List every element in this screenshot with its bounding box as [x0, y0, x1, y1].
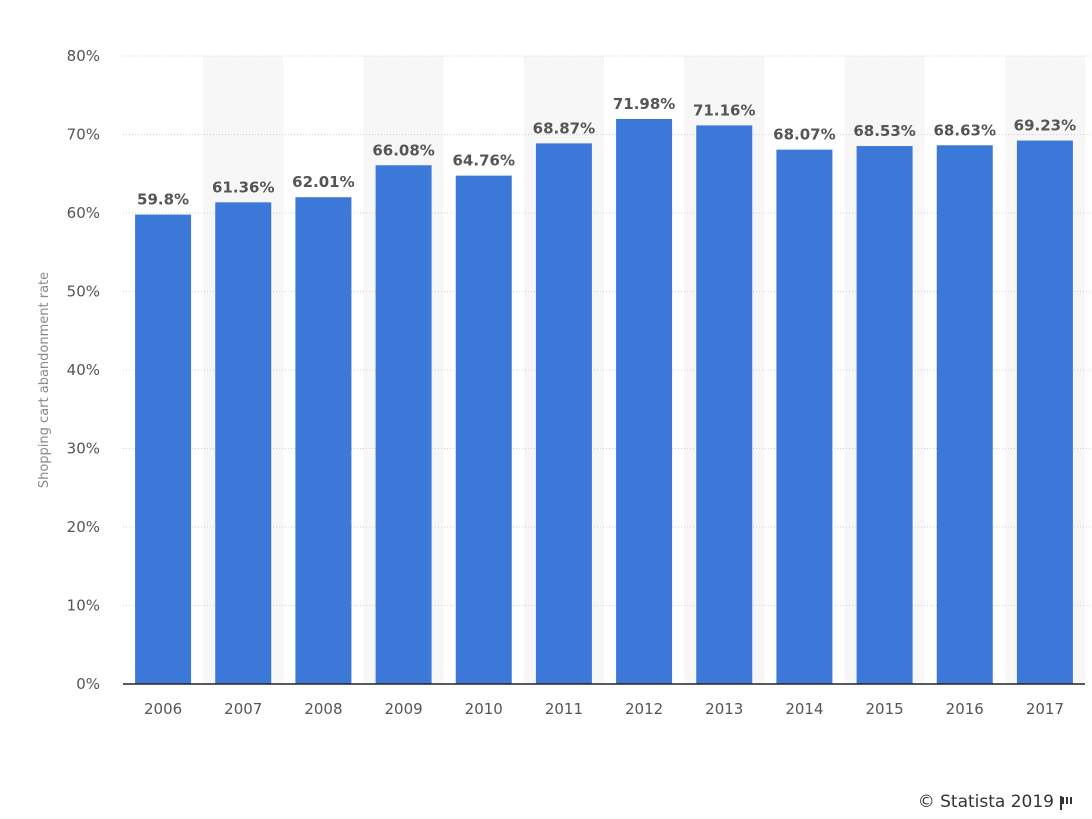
y-tick-label: 60%	[67, 204, 100, 222]
y-tick-label: 0%	[76, 675, 100, 693]
bar-value-label: 62.01%	[292, 173, 354, 191]
bar-value-label: 61.36%	[212, 178, 274, 196]
y-tick-label: 70%	[67, 126, 100, 144]
bar-value-label: 59.8%	[137, 191, 189, 209]
x-tick-label: 2012	[625, 700, 663, 718]
bar[interactable]	[776, 149, 833, 684]
bar[interactable]	[135, 214, 192, 684]
bar-value-label: 68.63%	[934, 121, 996, 139]
bar[interactable]	[856, 146, 913, 685]
bar[interactable]	[616, 118, 673, 684]
x-tick-label: 2016	[946, 700, 984, 718]
bar[interactable]	[215, 202, 272, 684]
x-tick-label: 2008	[304, 700, 342, 718]
x-axis-ticks: 2006 2007 2008 2009 2010 2011 2012 2013 2014 2015…	[144, 700, 1064, 718]
x-tick-label: 2009	[384, 700, 422, 718]
bars	[135, 118, 1073, 685]
value-labels: 59.8% 61.36% 62.01% 66.08% 64.76% 68.87% 71.98…	[137, 95, 1076, 209]
x-tick-label: 2017	[1026, 700, 1064, 718]
gridlines	[123, 55, 1092, 606]
bar[interactable]	[455, 175, 512, 684]
y-tick-label: 10%	[67, 597, 100, 615]
y-tick-label: 20%	[67, 518, 100, 536]
bar-value-label: 71.98%	[613, 95, 675, 113]
bar[interactable]	[936, 145, 993, 684]
credit-text: © Statista 2019	[917, 792, 1054, 812]
x-tick-label: 2011	[545, 700, 583, 718]
x-tick-label: 2006	[144, 700, 182, 718]
bar-value-label: 68.07%	[773, 126, 835, 144]
x-tick-label: 2014	[785, 700, 823, 718]
x-tick-label: 2013	[705, 700, 743, 718]
y-axis-ticks: 0% 10% 20% 30% 40% 50% 60% 70% 80%	[67, 47, 100, 693]
x-tick-label: 2015	[865, 700, 903, 718]
x-tick-label: 2010	[465, 700, 503, 718]
y-tick-label: 30%	[67, 440, 100, 458]
bar-value-label: 69.23%	[1014, 117, 1076, 135]
flag-icon	[1060, 796, 1074, 810]
y-tick-label: 80%	[67, 47, 100, 65]
bar[interactable]	[1016, 140, 1073, 684]
bar-value-label: 71.16%	[693, 101, 755, 119]
bar-value-label: 68.87%	[533, 119, 595, 137]
y-tick-label: 40%	[67, 361, 100, 379]
bar[interactable]	[375, 165, 432, 685]
y-tick-label: 50%	[67, 283, 100, 301]
x-tick-label: 2007	[224, 700, 262, 718]
bar[interactable]	[696, 125, 753, 685]
bar[interactable]	[535, 143, 592, 685]
y-axis-label: Shopping cart abandonment rate	[37, 272, 52, 488]
bar-value-label: 64.76%	[453, 152, 515, 170]
bar-value-label: 68.53%	[853, 122, 915, 140]
bar-value-label: 66.08%	[372, 141, 434, 159]
statista-credit[interactable]: © Statista 2019	[918, 792, 1074, 812]
bar[interactable]	[295, 197, 352, 684]
